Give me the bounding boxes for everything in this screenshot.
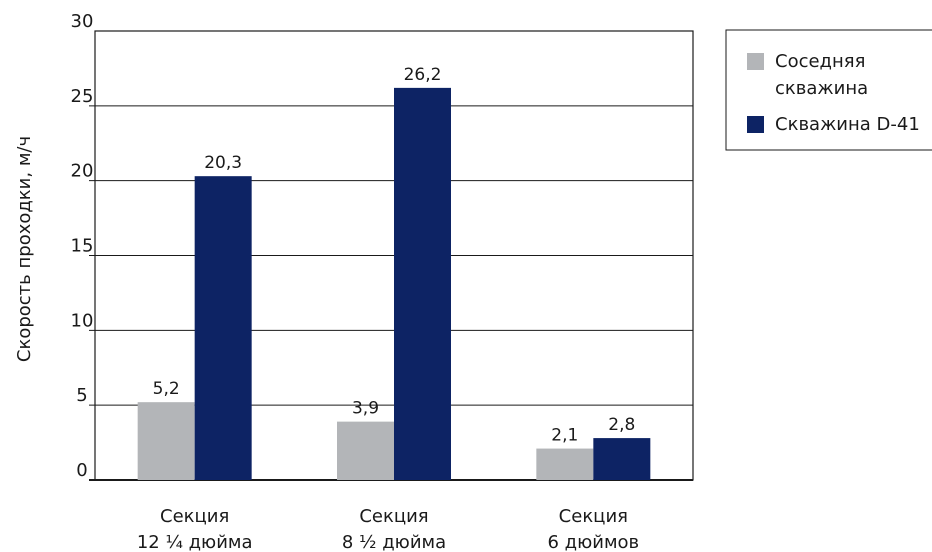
data-label: 2,8 [608, 415, 635, 435]
data-label: 2,1 [551, 426, 578, 446]
data-label: 3,9 [352, 399, 379, 419]
y-tick-label: 25 [71, 86, 94, 107]
bar [194, 176, 252, 480]
x-tick-label-line: 12 ¼ дюйма [137, 532, 253, 552]
bar [337, 421, 394, 480]
bar [137, 402, 195, 480]
legend-swatch [747, 116, 764, 133]
data-label: 26,2 [404, 65, 442, 85]
data-label: 20,3 [204, 153, 242, 173]
y-tick-label: 0 [76, 460, 87, 481]
legend-label: Соседняя скважина [775, 51, 868, 99]
bars [137, 87, 651, 480]
x-tick-label: Секция 12 ¼ дюйма [137, 506, 253, 552]
x-tick-label-line: Секция [359, 506, 428, 527]
legend-swatch [747, 53, 764, 70]
y-axis-label: Скорость проходки, м/ч [14, 136, 35, 362]
data-label: 5,2 [153, 379, 180, 399]
y-tick-label: 20 [71, 161, 94, 182]
x-tick-label-line: Секция [559, 506, 628, 527]
bar [536, 448, 594, 480]
x-tick-label: Секция 8 ½ дюйма [342, 506, 446, 552]
x-axis-ticks: Секция 12 ¼ дюйма Секция 8 ½ дюйма Секция 6 д… [137, 506, 639, 552]
x-tick-label: Секция 6 дюймов [547, 506, 639, 552]
x-tick-label-line: 8 ½ дюйма [342, 532, 446, 552]
y-tick-label: 5 [76, 385, 87, 406]
y-tick-label: 10 [71, 310, 94, 331]
legend-label-line: Скважина D-41 [775, 114, 920, 135]
legend-label-line: Соседняя [775, 51, 865, 72]
legend-label: Скважина D-41 [775, 114, 920, 135]
y-tick-label: 30 [71, 11, 94, 32]
x-tick-label-line: Секция [160, 506, 229, 527]
legend: Соседняя скважина Скважина D-41 [725, 29, 932, 151]
legend-label-line: скважина [775, 78, 868, 99]
bar [593, 438, 651, 480]
y-axis-ticks: 0 5 10 15 20 25 30 [71, 11, 94, 481]
bar [394, 87, 451, 480]
y-tick-label: 15 [71, 236, 94, 257]
x-tick-label-line: 6 дюймов [547, 532, 639, 552]
data-labels: 5,2 3,9 2,1 20,3 26,2 2,8 [153, 65, 636, 446]
